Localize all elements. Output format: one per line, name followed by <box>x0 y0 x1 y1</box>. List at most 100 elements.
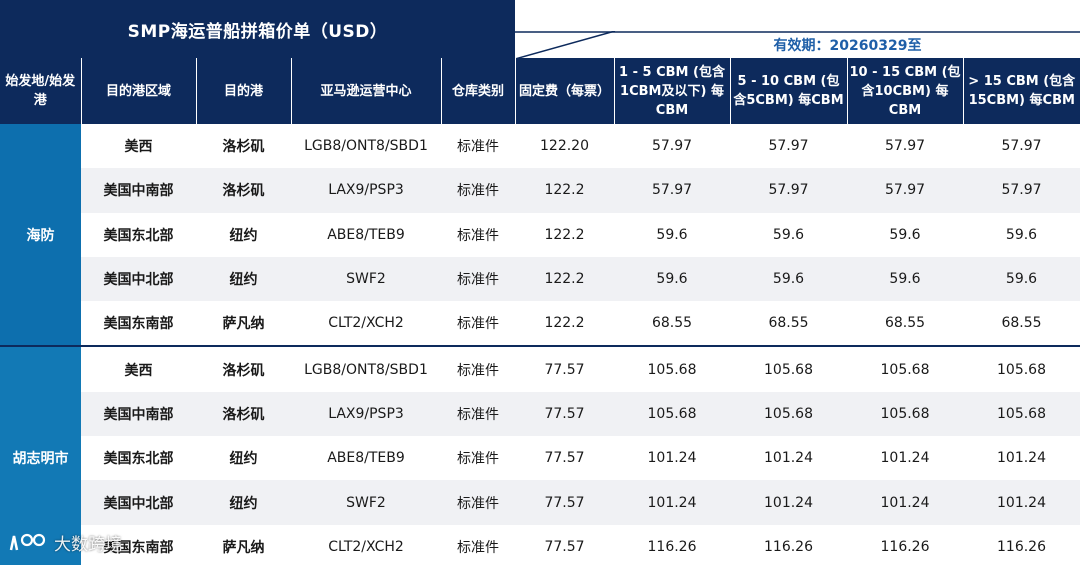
table-row: 美国东南部 萨凡纳 CLT2/XCH2 标准件 122.2 68.55 68.55 68.55… <box>0 301 1080 346</box>
fc-cell: ABE8/TEB9 <box>327 226 405 243</box>
port-cell: 纽约 <box>196 256 291 302</box>
rate-10-15-cell: 68.55 <box>884 315 926 332</box>
rate-1-5-cell: 68.55 <box>651 315 693 332</box>
rate-5-10-cell: 116.26 <box>764 538 813 555</box>
fc-cell: LGB8/ONT8/SBD1 <box>304 138 428 155</box>
rate-5-10-cell: 101.24 <box>764 450 813 467</box>
category-cell: 标准件 <box>457 316 499 333</box>
watermark: 大数跨境 <box>8 530 122 555</box>
region-cell: 美西 <box>81 345 196 392</box>
region-cell: 美国中南部 <box>81 168 196 213</box>
rate-1-5-cell: 105.68 <box>614 345 730 392</box>
rate-15plus-cell: 57.97 <box>963 168 1080 213</box>
fixed-fee-cell: 77.57 <box>515 345 614 392</box>
rate-10-15-cell: 59.6 <box>847 256 963 302</box>
table-header-row: 始发地/始发港 目的港区域 目的港 亚马逊运营中心 仓库类别 固定费（每票） 1 - 5 C… <box>0 58 1080 124</box>
table-row: 美国中南部 洛杉矶 LAX9/PSP3 标准件 122.2 57.97 57.97 57.97… <box>0 168 1080 213</box>
rate-5-10-cell: 57.97 <box>768 138 809 155</box>
fc-cell: ABE8/TEB9 <box>327 450 405 467</box>
category-cell: 标准件 <box>441 256 515 302</box>
region-cell: 美国东南部 <box>103 316 174 333</box>
table-row: 美国东北部 纽约 ABE8/TEB9 标准件 77.57 101.24 101.24 101.… <box>0 436 1080 480</box>
rate-1-5-cell: 101.24 <box>614 480 730 525</box>
fixed-fee-cell: 122.2 <box>515 256 614 302</box>
rate-15plus-cell: 105.68 <box>963 345 1080 392</box>
rate-10-15-cell: 101.24 <box>880 450 930 467</box>
category-cell: 标准件 <box>457 139 499 156</box>
category-cell: 标准件 <box>457 227 499 244</box>
fixed-fee-cell: 77.57 <box>515 391 614 437</box>
fc-cell: CLT2/XCH2 <box>328 315 404 332</box>
rate-10-15-cell: 105.68 <box>847 391 963 437</box>
origin-cell: 海防 <box>0 124 81 347</box>
fixed-fee-cell: 77.57 <box>544 538 585 555</box>
category-cell: 标准件 <box>441 345 515 392</box>
fixed-fee-cell: 122.20 <box>540 138 589 155</box>
table-row: 海防 美西 洛杉矶 LGB8/ONT8/SBD1 标准件 122.20 57.97 57.97… <box>0 124 1080 347</box>
port-cell: 洛杉矶 <box>222 139 265 156</box>
category-cell: 标准件 <box>441 168 515 213</box>
table-row: 美国东北部 纽约 ABE8/TEB9 标准件 122.2 59.6 59.6 59.6 59.6 <box>0 213 1080 257</box>
column-header: > 15 CBM (包含15CBM) 每CBM <box>963 58 1080 124</box>
rate-5-10-cell: 59.6 <box>730 256 847 302</box>
fixed-fee-cell: 122.2 <box>544 315 585 332</box>
column-header: 目的港区域 <box>81 58 197 124</box>
region-cell: 美国东南部 <box>103 539 174 556</box>
rate-10-15-cell: 59.6 <box>889 226 921 243</box>
port-cell: 洛杉矶 <box>196 345 291 392</box>
rate-5-10-cell: 101.24 <box>730 480 847 525</box>
rate-1-5-cell: 57.97 <box>614 168 730 213</box>
port-cell: 洛杉矶 <box>196 391 291 437</box>
rate-10-15-cell: 105.68 <box>847 345 963 392</box>
region-cell: 美国东北部 <box>103 451 174 468</box>
category-cell: 标准件 <box>441 391 515 437</box>
rate-5-10-cell: 59.6 <box>772 226 805 243</box>
fixed-fee-cell: 122.2 <box>515 168 614 213</box>
rate-15plus-cell: 59.6 <box>1005 226 1038 243</box>
region-cell: 美国东北部 <box>103 227 174 244</box>
table-row: 美国东南部 萨凡纳 CLT2/XCH2 标准件 77.57 116.26 116.26 116… <box>0 525 1080 565</box>
port-cell: 洛杉矶 <box>196 168 291 213</box>
origin-cell: 胡志明市 <box>0 345 81 565</box>
fc-cell: CLT2/XCH2 <box>328 538 404 555</box>
rate-15plus-cell: 101.24 <box>997 450 1046 467</box>
rate-15plus-cell: 105.68 <box>963 391 1080 437</box>
table-row: 美国中南部 洛杉矶 LAX9/PSP3 标准件 77.57 105.68 105.68 105… <box>0 391 1080 437</box>
rate-10-15-cell: 57.97 <box>884 138 926 155</box>
port-cell: 纽约 <box>196 480 291 525</box>
rate-1-5-cell: 57.97 <box>651 138 693 155</box>
validity-label: 有效期：20260329至 <box>773 37 922 54</box>
page-title: SMP海运普船拼箱价单（USD） <box>0 0 515 58</box>
column-header: 5 - 10 CBM (包含5CBM) 每CBM <box>730 58 848 124</box>
validity-slant <box>515 31 616 59</box>
watermark-text: 大数跨境 <box>54 535 122 555</box>
port-cell: 萨凡纳 <box>222 316 265 333</box>
table-row: 美国中北部 纽约 SWF2 标准件 77.57 101.24 101.24 101.24 101… <box>0 480 1080 525</box>
rate-1-5-cell: 59.6 <box>614 256 730 302</box>
rate-5-10-cell: 105.68 <box>730 345 847 392</box>
column-header: 10 - 15 CBM (包含10CBM) 每CBM <box>847 58 964 124</box>
rate-10-15-cell: 116.26 <box>880 538 930 555</box>
category-cell: 标准件 <box>457 451 499 468</box>
fixed-fee-cell: 77.57 <box>515 480 614 525</box>
fc-cell: LGB8/ONT8/SBD1 <box>291 345 441 392</box>
rate-15plus-cell: 59.6 <box>963 256 1080 302</box>
column-header: 目的港 <box>196 58 292 124</box>
rate-5-10-cell: 105.68 <box>730 391 847 437</box>
rate-10-15-cell: 57.97 <box>847 168 963 213</box>
column-header: 始发地/始发港 <box>0 58 82 124</box>
rate-15plus-cell: 116.26 <box>997 538 1046 555</box>
column-header: 固定费（每票） <box>515 58 615 124</box>
rate-5-10-cell: 57.97 <box>730 168 847 213</box>
region-cell: 美国中北部 <box>81 256 196 302</box>
rate-15plus-cell: 57.97 <box>1001 138 1042 155</box>
fixed-fee-cell: 77.57 <box>544 450 585 467</box>
region-cell: 美国中北部 <box>81 480 196 525</box>
table-row: 美国中北部 纽约 SWF2 标准件 122.2 59.6 59.6 59.6 59.6 <box>0 256 1080 302</box>
fc-cell: LAX9/PSP3 <box>291 391 441 437</box>
column-header: 仓库类别 <box>441 58 516 124</box>
rate-5-10-cell: 68.55 <box>768 315 809 332</box>
region-cell: 美国中南部 <box>81 391 196 437</box>
fc-cell: SWF2 <box>291 480 441 525</box>
